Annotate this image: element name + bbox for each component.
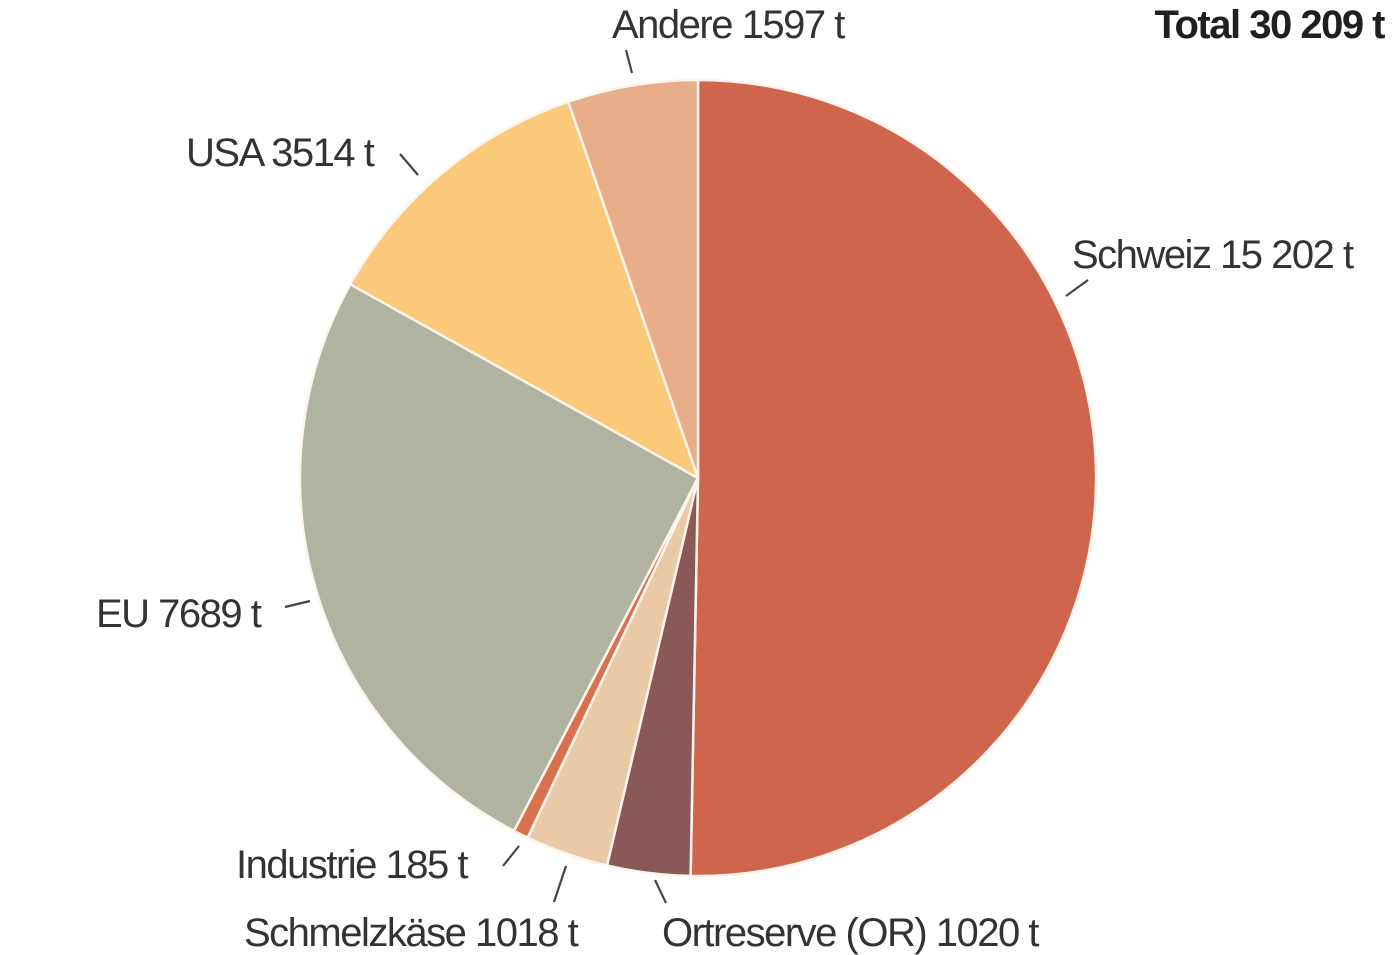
pie-slices bbox=[298, 78, 1098, 878]
leader-usa bbox=[399, 153, 419, 176]
pie-slice-usa bbox=[349, 100, 700, 480]
label-andere: Andere 1597 t bbox=[612, 3, 845, 47]
pie-slice-schweiz bbox=[689, 78, 1098, 878]
label-usa: USA 3514 t bbox=[186, 131, 375, 175]
pie-slice-andere bbox=[567, 78, 700, 480]
leader-industrie bbox=[502, 845, 520, 867]
label-eu: EU 7689 t bbox=[96, 592, 262, 636]
pie-slice-eu bbox=[298, 283, 700, 833]
label-schmelzkaese: Schmelzkäse 1018 t bbox=[244, 911, 579, 955]
leader-schmelzkaese bbox=[552, 865, 568, 903]
leader-eu bbox=[284, 599, 311, 609]
leader-ortreserve bbox=[654, 879, 667, 904]
label-industrie: Industrie 185 t bbox=[236, 843, 468, 887]
leader-andere bbox=[624, 49, 634, 74]
label-schweiz: Schweiz 15 202 t bbox=[1072, 233, 1354, 277]
label-ortreserve: Ortreserve (OR) 1020 t bbox=[662, 911, 1039, 955]
total-label: Total 30 209 t bbox=[1155, 3, 1386, 47]
leader-schweiz bbox=[1065, 279, 1089, 297]
